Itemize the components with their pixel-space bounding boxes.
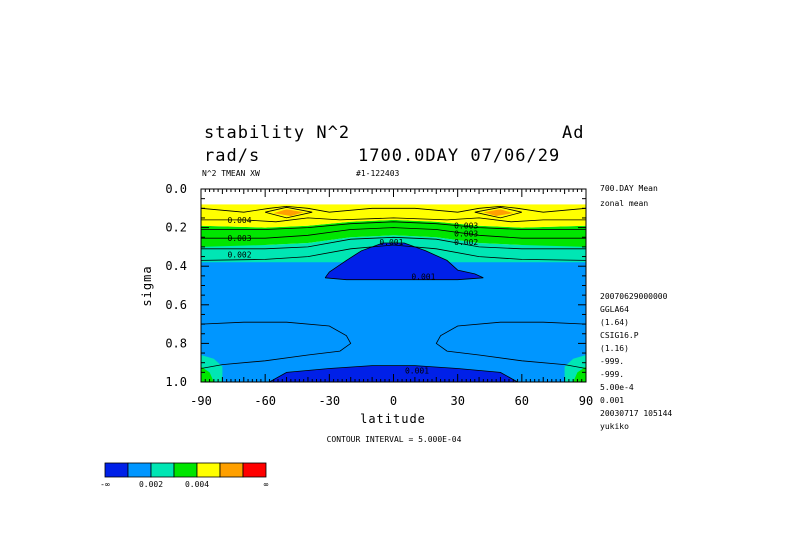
fill-right-bottom-2 <box>573 366 586 382</box>
y-tick-label: 0.4 <box>165 259 187 273</box>
contour-lines <box>200 205 587 383</box>
colorbar-label: ∞ <box>264 480 269 489</box>
run-id-label: #1-122403 <box>356 169 400 178</box>
contour-line-0.0045 <box>200 205 587 213</box>
y-tick-label: 0.2 <box>165 221 187 235</box>
units-label: rad/s <box>204 146 260 166</box>
right-info-text: (1.16) <box>600 344 629 353</box>
contour-label: 0.001 <box>405 366 429 375</box>
x-tick-label: 0 <box>390 394 397 408</box>
right-info-text: 700.DAY Mean <box>600 184 658 193</box>
colorbar-swatch <box>104 462 129 478</box>
fill-level-0.0005-0.001 <box>201 258 586 382</box>
contour-line-left-max <box>265 206 313 219</box>
x-tick-label: -90 <box>190 394 212 408</box>
contour-label: 0.003 <box>454 229 478 238</box>
contour-line-0.0007-left <box>200 321 352 369</box>
colorbar-swatch <box>173 462 198 478</box>
fill-min-upper <box>325 243 484 280</box>
contour-interval-label: CONTOUR INTERVAL = 5.000E-04 <box>327 435 462 444</box>
right-info-text: 0.001 <box>600 396 624 405</box>
fill-left-bottom-2 <box>201 366 214 382</box>
right-info-text: (1.64) <box>600 318 629 327</box>
contour-line-upper-min <box>324 242 484 281</box>
chart-title: stability N^2 <box>204 123 350 143</box>
subtitle-label: N^2 TMEAN XW <box>202 169 260 178</box>
x-tick-label: 90 <box>579 394 593 408</box>
x-axis-label: latitude <box>360 412 426 426</box>
time-label: 1700.0DAY 07/06/29 <box>358 146 560 166</box>
y-axis-label: sigma <box>140 265 154 306</box>
right-info-text: 20030717 105144 <box>600 409 672 418</box>
x-tick-label: 30 <box>450 394 464 408</box>
colorbar-swatch <box>242 462 267 478</box>
colorbar-swatch <box>196 462 221 478</box>
fill-orange-left <box>273 209 304 216</box>
colorbar-swatch <box>127 462 152 478</box>
x-tick-label: 60 <box>515 394 529 408</box>
y-tick-labels: 0.0 0.2 0.4 0.6 0.8 1.0 <box>165 182 187 389</box>
right-info-text: -999. <box>600 370 624 379</box>
fill-level-0.003-0.0035 <box>201 219 586 247</box>
contour-line-0.003 <box>201 227 586 239</box>
right-info-text: yukiko <box>600 422 629 431</box>
y-tick-label: 0.8 <box>165 336 187 350</box>
contour-label: 0.001 <box>411 273 435 282</box>
right-info-text: GGLA64 <box>600 305 629 314</box>
axis-ticks <box>200 188 587 383</box>
plot-area: 0.0040.0030.0020.0010.0010.0030.0030.002… <box>165 182 593 408</box>
fill-min-lower <box>269 365 518 382</box>
colorbar-swatch <box>219 462 244 478</box>
x-tick-labels: -90 -60 -30 0 30 60 90 <box>190 394 593 408</box>
contour-line-0.0025 <box>201 236 586 250</box>
right-info-text: 5.00e-4 <box>600 383 634 392</box>
y-tick-label: 0.0 <box>165 182 187 196</box>
contour-line-0.0035 <box>201 221 586 230</box>
contour-line-0.004 <box>201 217 586 223</box>
right-info-text: 20070629000000 <box>600 292 668 301</box>
colorbar-swatch <box>150 462 175 478</box>
contour-labels: 0.0040.0030.0020.0010.0010.0030.0030.002… <box>227 216 478 375</box>
contour-label: 0.002 <box>454 238 478 247</box>
colorbar-label: -∞ <box>100 480 110 489</box>
contour-line-right-max <box>474 206 522 219</box>
right-info-text: -999. <box>600 357 624 366</box>
contour-line-0.0007-right <box>435 321 587 369</box>
y-tick-label: 0.6 <box>165 298 187 312</box>
colorbar-label: 0.004 <box>185 480 209 489</box>
contour-line-lower-min <box>269 365 518 383</box>
contour-line-0.002 <box>200 244 587 261</box>
contour-label: 0.001 <box>379 238 403 247</box>
colorbar-label: 0.002 <box>139 480 163 489</box>
contour-label: 0.004 <box>227 216 251 225</box>
contour-label: 0.003 <box>227 234 251 243</box>
contour-label: 0.003 <box>454 222 478 231</box>
fill-level-0.004-0.0045 <box>201 204 586 228</box>
x-tick-label: -30 <box>318 394 340 408</box>
x-tick-label: -60 <box>254 394 276 408</box>
chart-title-right: Ad <box>562 123 584 143</box>
fill-orange-right <box>483 209 514 216</box>
contour-label: 0.002 <box>227 251 251 260</box>
y-tick-label: 1.0 <box>165 375 187 389</box>
right-info-panel: 700.DAY Mean zonal mean 20070629000000 GGLA… <box>600 184 672 431</box>
colorbar: -∞ 0.002 0.004 ∞ <box>100 462 269 489</box>
fill-level-0.0045-0.005 <box>201 204 586 210</box>
right-info-text: CSIG16.P <box>600 331 639 340</box>
contour-fills <box>201 189 586 382</box>
right-info-text: zonal mean <box>600 199 648 208</box>
